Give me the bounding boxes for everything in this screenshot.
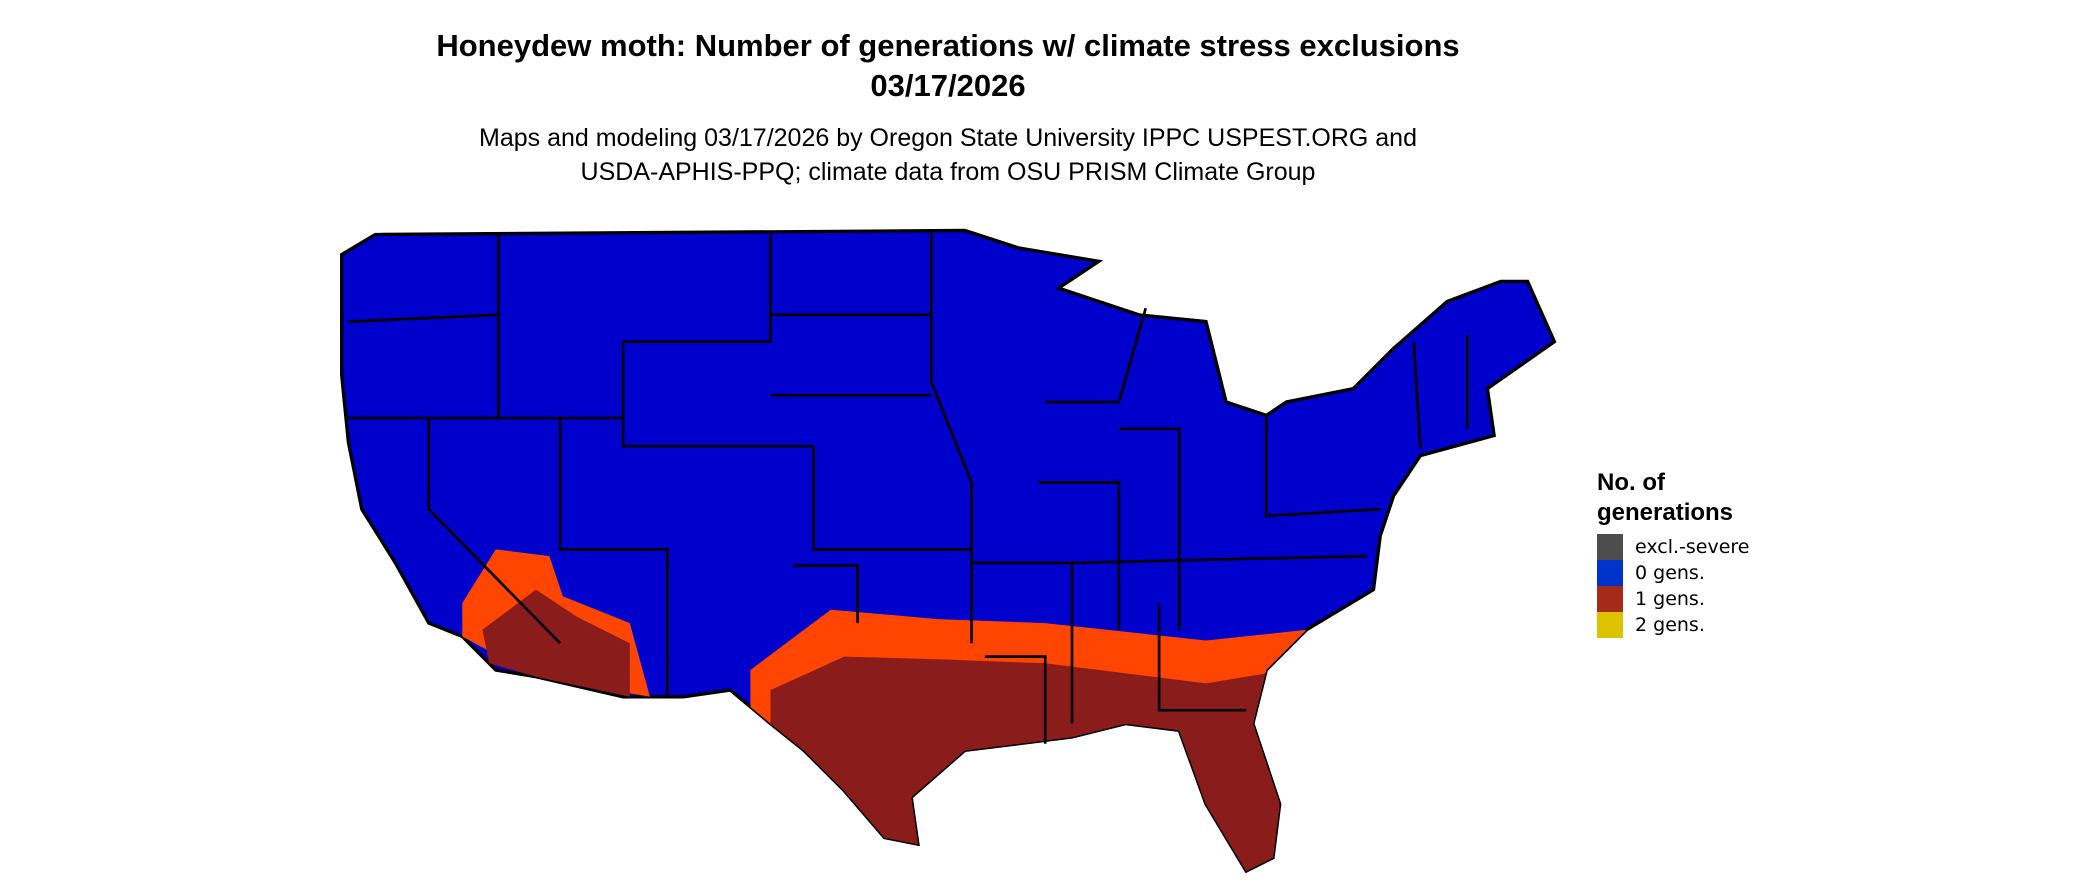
legend-swatch — [1597, 560, 1623, 586]
legend-label: 0 gens. — [1635, 562, 1705, 584]
map-date: 03/17/2026 — [870, 68, 1026, 103]
legend-item-1-gens: 1 gens. — [1597, 586, 1750, 612]
legend-swatch — [1597, 534, 1623, 560]
legend: No. of generations excl.-severe 0 gens. … — [1597, 468, 1750, 638]
subtitle-line-2: USDA-APHIS-PPQ; climate data from OSU PR… — [580, 158, 1316, 186]
legend-item-2-gens: 2 gens. — [1597, 612, 1750, 638]
legend-label: 1 gens. — [1635, 588, 1705, 610]
legend-title-line-2: generations — [1597, 499, 1734, 526]
southwest-one-gen-region — [482, 589, 630, 697]
legend-item-0-gens: 0 gens. — [1597, 560, 1750, 586]
map-title: Honeydew moth: Number of generations w/ … — [436, 28, 1460, 63]
subtitle-line-1: Maps and modeling 03/17/2026 by Oregon S… — [479, 124, 1417, 152]
legend-swatch — [1597, 612, 1623, 638]
state-borders — [345, 230, 1469, 744]
legend-item-excl-severe: excl.-severe — [1597, 534, 1750, 560]
legend-title-line-1: No. of — [1597, 469, 1665, 496]
south-one-gen-region — [770, 656, 1307, 872]
legend-label: 2 gens. — [1635, 614, 1705, 636]
legend-label: excl.-severe — [1635, 536, 1750, 558]
legend-swatch — [1597, 586, 1623, 612]
